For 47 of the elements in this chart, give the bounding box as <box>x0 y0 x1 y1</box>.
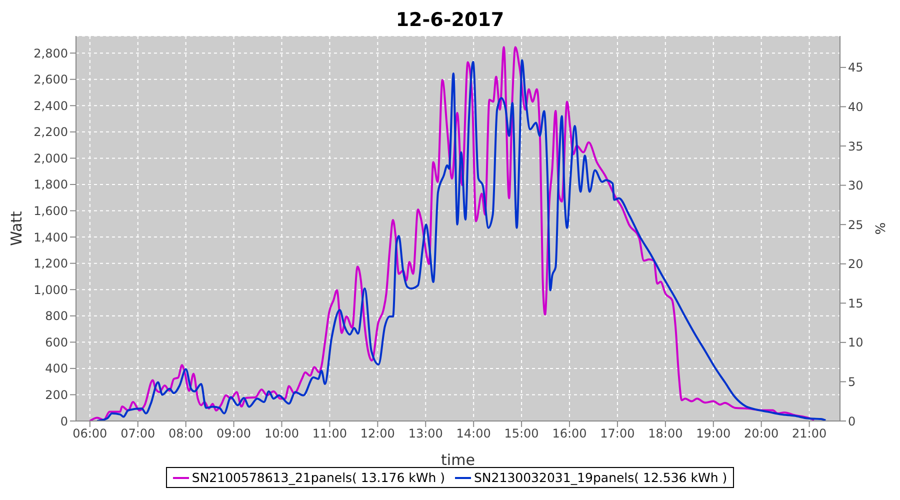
x-tick-label: 09:00 <box>216 426 252 441</box>
x-tick-label: 14:00 <box>456 426 491 441</box>
chart-title: 12-6-2017 <box>394 8 506 32</box>
y-tick-label: 2,400 <box>34 98 68 113</box>
x-tick-label: 20:00 <box>744 426 779 441</box>
y-tick-label: 2,800 <box>34 46 68 60</box>
y-tick-label: 800 <box>45 309 68 324</box>
x-axis-title: time <box>441 451 475 469</box>
x-tick-label: 13:00 <box>408 426 443 441</box>
x-tick-label: 06:00 <box>72 426 108 441</box>
y2-tick-label: 35 <box>848 139 864 154</box>
x-tick-label: 18:00 <box>648 426 683 441</box>
y-tick-label: 600 <box>45 335 68 350</box>
legend-label: SN2130032031_19panels( 12.536 kWh ) <box>474 470 728 485</box>
x-tick-label: 21:00 <box>792 426 827 441</box>
x-tick-label: 07:00 <box>120 426 156 441</box>
y2-tick-label: 20 <box>848 257 864 272</box>
x-tick-label: 15:00 <box>504 426 539 441</box>
y-tick-label: 200 <box>45 388 68 402</box>
y-axis-title: Watt <box>7 210 26 246</box>
y2-tick-label: 25 <box>848 218 864 232</box>
y2-tick-label: 45 <box>848 60 864 75</box>
y2-tick-label: 15 <box>848 296 864 310</box>
y-tick-label: 400 <box>45 362 68 376</box>
y-tick-label: 1,200 <box>34 256 68 271</box>
y2-tick-label: 40 <box>848 100 864 114</box>
y2-axis-title: % <box>871 222 886 235</box>
legend-label: SN2100578613_21panels( 13.176 kWh ) <box>192 470 445 485</box>
x-tick-label: 17:00 <box>600 426 635 441</box>
x-tick-label: 08:00 <box>168 426 204 441</box>
x-tick-label: 16:00 <box>552 426 587 441</box>
y2-tick-label: 5 <box>848 374 856 389</box>
y2-tick-label: 10 <box>848 336 864 350</box>
y-tick-label: 2,000 <box>34 151 68 166</box>
x-tick-label: 12:00 <box>360 426 395 441</box>
x-tick-label: 11:00 <box>312 426 348 441</box>
y-tick-label: 2,600 <box>34 72 68 87</box>
x-tick-label: 19:00 <box>696 426 731 441</box>
y2-tick-label: 30 <box>848 178 864 193</box>
y-tick-label: 1,800 <box>34 178 68 192</box>
y-tick-label: 2,200 <box>34 125 68 140</box>
x-tick-label: 10:00 <box>264 426 300 441</box>
y-tick-label: 0 <box>60 414 68 428</box>
y-tick-label: 1,600 <box>34 204 68 218</box>
y-tick-label: 1,000 <box>34 282 68 297</box>
y-tick-label: 1,400 <box>34 230 68 244</box>
y2-tick-label: 0 <box>848 414 856 428</box>
